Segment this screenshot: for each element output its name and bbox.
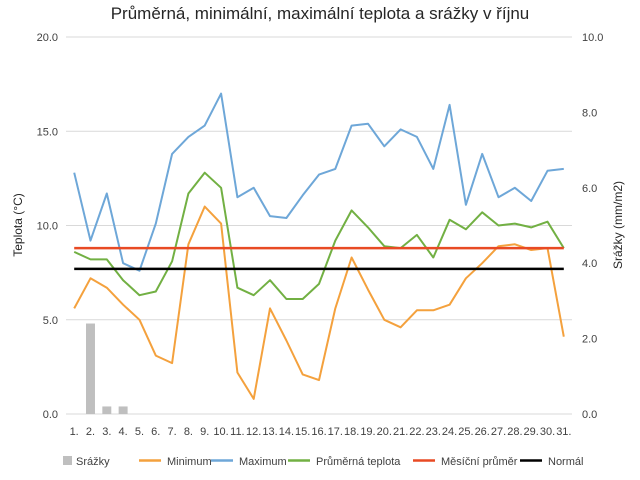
x-tick-label: 28.	[507, 426, 522, 438]
x-tick-label: 14.	[279, 426, 294, 438]
x-tick-label: 16.	[311, 426, 326, 438]
x-tick-label: 1.	[70, 426, 79, 438]
legend-label: Maximum	[239, 456, 287, 468]
x-tick-label: 11.	[230, 426, 244, 438]
x-tick-label: 23.	[426, 426, 441, 438]
precipitation-bars	[85, 323, 128, 414]
x-tick-label: 7.	[168, 426, 177, 438]
y2-axis-title: Srážky (mm/m2)	[611, 181, 625, 269]
y2-tick-label: 6.0	[582, 183, 597, 195]
x-tick-label: 15.	[295, 426, 310, 438]
x-tick-label: 27.	[491, 426, 506, 438]
x-tick-label: 10.	[213, 426, 228, 438]
legend-item: Minimum	[139, 456, 212, 468]
legend-item: Srážky	[63, 456, 110, 468]
y2-tick-label: 8.0	[582, 107, 597, 119]
x-tick-label: 12.	[246, 426, 261, 438]
x-tick-label: 20.	[377, 426, 392, 438]
legend: Srážky Minimum Maximum Průměrná teplota Měsí…	[63, 456, 583, 468]
precipitation-bar	[118, 406, 128, 414]
x-tick-label: 17.	[328, 426, 343, 438]
gridlines	[66, 36, 572, 415]
x-tick-label: 24.	[442, 426, 457, 438]
x-tick-label: 30.	[540, 426, 555, 438]
y2-tick-label: 0.0	[582, 409, 597, 421]
x-tick-label: 21.	[393, 426, 408, 438]
x-tick-label: 3.	[102, 426, 111, 438]
series-lines	[73, 92, 565, 400]
series-line	[73, 92, 564, 272]
x-tick-label: 5.	[135, 426, 144, 438]
y-tick-label: 10.0	[37, 221, 58, 233]
axis-ticks: 0.0 5.0 10.0 15.0 20.0 0.0 2.0 4.0 6.0 8.0 10.0 1. 2…	[37, 32, 604, 438]
y2-tick-label: 4.0	[582, 258, 597, 270]
x-tick-label: 8.	[184, 426, 193, 438]
x-tick-label: 29.	[524, 426, 539, 438]
y-axis-title: Teplota (°C)	[11, 193, 25, 257]
y-tick-label: 0.0	[43, 409, 58, 421]
precipitation-bar	[85, 323, 95, 414]
y2-tick-label: 2.0	[582, 334, 597, 346]
x-tick-label: 19.	[360, 426, 375, 438]
y2-tick-label: 10.0	[582, 32, 603, 44]
x-tick-label: 9.	[200, 426, 209, 438]
legend-item: Maximum	[211, 456, 287, 468]
precipitation-bar	[102, 406, 112, 414]
x-tick-label: 18.	[344, 426, 359, 438]
legend-item: Normál	[520, 456, 583, 468]
x-tick-label: 4.	[119, 426, 128, 438]
y-tick-label: 20.0	[37, 32, 58, 44]
series-line	[73, 171, 565, 300]
x-tick-label: 25.	[458, 426, 473, 438]
x-tick-label: 13.	[262, 426, 277, 438]
legend-label: Srážky	[76, 456, 110, 468]
legend-label: Normál	[548, 456, 583, 468]
y-tick-label: 5.0	[43, 315, 58, 327]
legend-item: Měsíční průměr	[413, 456, 518, 468]
x-tick-label: 22.	[409, 426, 424, 438]
legend-label: Minimum	[167, 456, 212, 468]
x-tick-label: 2.	[86, 426, 95, 438]
legend-swatch	[63, 456, 72, 465]
x-tick-label: 6.	[151, 426, 160, 438]
series-line	[73, 205, 565, 400]
x-tick-label: 31.	[556, 426, 571, 438]
legend-label: Měsíční průměr	[441, 456, 518, 468]
legend-item: Průměrná teplota	[288, 456, 401, 468]
chart-title: Průměrná, minimální, maximální teplota a…	[110, 4, 530, 23]
x-tick-label: 26.	[475, 426, 490, 438]
legend-label: Průměrná teplota	[316, 456, 401, 468]
y-tick-label: 15.0	[37, 126, 58, 138]
